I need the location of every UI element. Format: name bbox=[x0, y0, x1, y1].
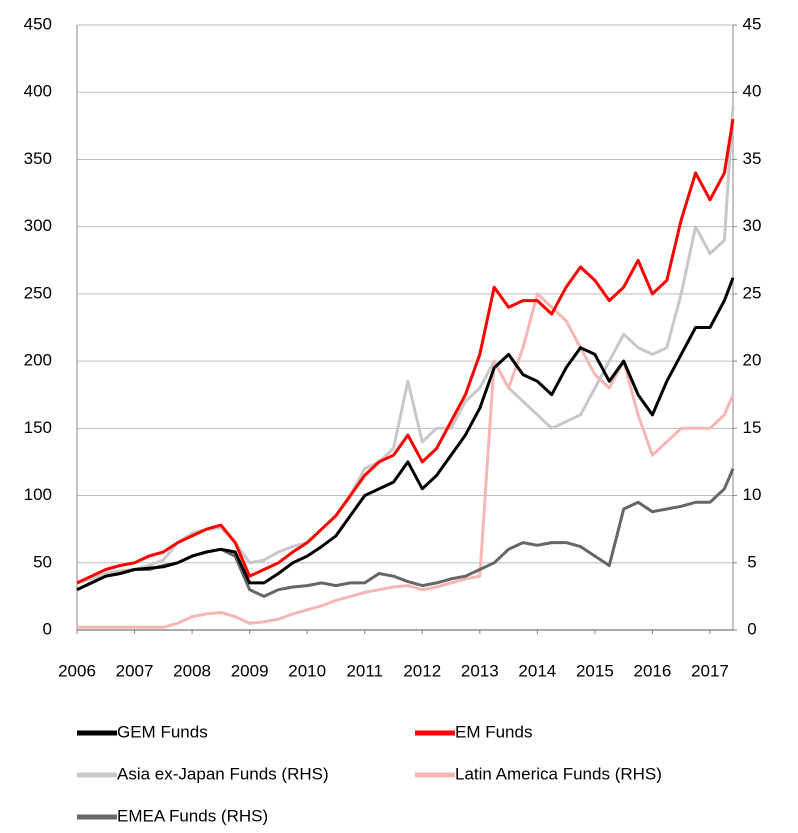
y-tick-label: 400 bbox=[24, 82, 52, 101]
y-tick-label: 300 bbox=[24, 216, 52, 235]
series-line bbox=[76, 468, 735, 598]
x-tick-label: 2010 bbox=[288, 661, 326, 680]
y2-tick-label: 35 bbox=[743, 149, 762, 168]
y-tick-label: 50 bbox=[33, 552, 52, 571]
x-tick-label: 2016 bbox=[634, 661, 672, 680]
x-tick-label: 2015 bbox=[576, 661, 614, 680]
x-tick-label: 2007 bbox=[116, 661, 154, 680]
x-tick-label: 2006 bbox=[58, 661, 96, 680]
y2-tick-label: 5 bbox=[747, 552, 756, 571]
series-line bbox=[76, 277, 735, 592]
series-line bbox=[76, 118, 735, 585]
legend-label: Latin America Funds (RHS) bbox=[455, 764, 662, 783]
y2-tick-label: 25 bbox=[743, 283, 762, 302]
y-tick-label: 250 bbox=[24, 283, 52, 302]
y-tick-label: 100 bbox=[24, 485, 52, 504]
y-tick-label: 200 bbox=[24, 351, 52, 370]
x-tick-label: 2009 bbox=[231, 661, 269, 680]
y-tick-label: 450 bbox=[24, 14, 52, 33]
legend-label: GEM Funds bbox=[117, 722, 208, 741]
y2-tick-label: 45 bbox=[743, 14, 762, 33]
y-tick-label: 0 bbox=[43, 619, 52, 638]
y2-tick-label: 40 bbox=[743, 82, 762, 101]
legend-label: EMEA Funds (RHS) bbox=[117, 806, 268, 825]
y2-tick-label: 0 bbox=[747, 619, 756, 638]
x-tick-label: 2014 bbox=[518, 661, 556, 680]
series-line bbox=[76, 105, 735, 585]
y-tick-label: 150 bbox=[24, 418, 52, 437]
y2-tick-label: 15 bbox=[743, 418, 762, 437]
y-tick-label: 350 bbox=[24, 149, 52, 168]
x-tick-label: 2012 bbox=[403, 661, 441, 680]
x-tick-label: 2011 bbox=[346, 661, 383, 680]
x-tick-label: 2017 bbox=[691, 661, 729, 680]
x-tick-label: 2013 bbox=[461, 661, 499, 680]
y2-tick-label: 10 bbox=[743, 485, 762, 504]
legend-label: EM Funds bbox=[455, 722, 532, 741]
y2-tick-label: 30 bbox=[743, 216, 762, 235]
series-line bbox=[77, 292, 735, 629]
legend-label: Asia ex-Japan Funds (RHS) bbox=[117, 764, 329, 783]
x-tick-label: 2008 bbox=[173, 661, 211, 680]
y2-tick-label: 20 bbox=[743, 351, 762, 370]
